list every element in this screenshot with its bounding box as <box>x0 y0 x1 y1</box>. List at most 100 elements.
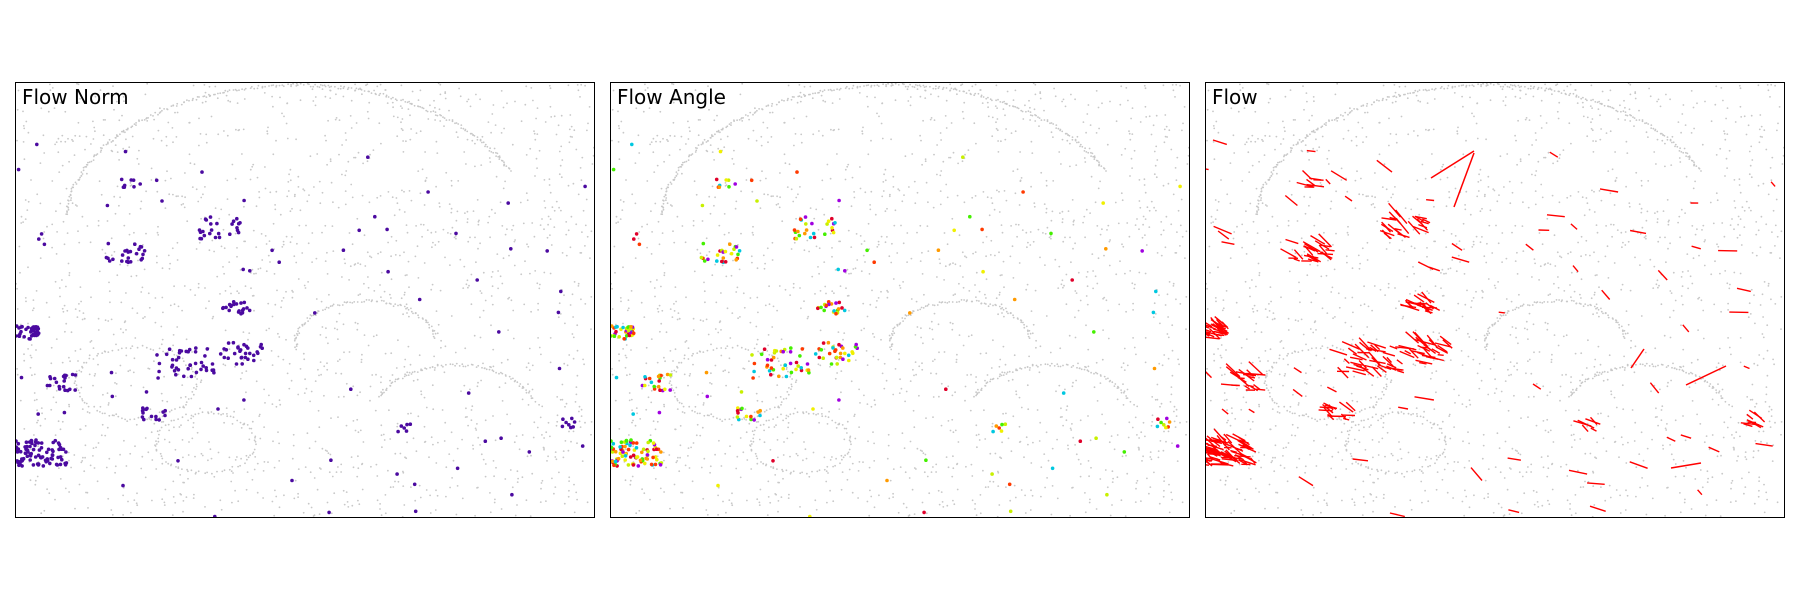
flow-point <box>821 341 826 345</box>
flow-point <box>735 415 740 419</box>
flow-vector <box>1629 229 1647 235</box>
flow-point <box>247 308 252 313</box>
flow-point <box>497 330 501 334</box>
flow-point <box>572 420 577 424</box>
flow-vector <box>1213 225 1232 235</box>
flow-point <box>792 228 797 232</box>
flow-vector <box>1549 151 1559 158</box>
flow-point <box>626 325 630 329</box>
flow-vector <box>1219 325 1227 333</box>
flow-point <box>238 221 242 225</box>
flow-point <box>120 259 124 263</box>
flow-point <box>31 447 36 452</box>
flow-point <box>140 415 145 419</box>
flow-point <box>824 303 829 308</box>
flow-vector <box>1293 249 1304 260</box>
flow-point <box>63 463 68 467</box>
flow-point <box>1094 436 1098 441</box>
flow-point <box>634 441 639 445</box>
flow-point <box>1092 330 1096 334</box>
flow-point <box>994 424 999 428</box>
flow-point <box>16 441 21 446</box>
flow-point <box>157 418 161 422</box>
flow-vector <box>1236 447 1244 452</box>
flow-point <box>37 237 41 241</box>
flow-point <box>35 142 39 147</box>
flow-vector <box>1310 235 1326 245</box>
flow-point <box>829 362 834 366</box>
flow-point <box>827 351 832 356</box>
flow-point <box>1078 439 1083 444</box>
flow-point <box>843 351 847 356</box>
flow-point <box>199 360 204 365</box>
flow-point <box>702 259 707 263</box>
flow-point <box>651 455 655 460</box>
flow-vector <box>1326 386 1337 393</box>
flow-point <box>658 388 662 393</box>
flow-point <box>46 447 51 452</box>
flow-point <box>728 242 732 246</box>
flow-vector <box>1302 241 1321 253</box>
flow-point <box>727 185 731 189</box>
flow-point <box>830 226 834 230</box>
flow-vector <box>1306 178 1316 186</box>
flow-point <box>759 352 764 357</box>
flow-point <box>656 384 661 389</box>
flow-point <box>157 369 161 374</box>
flow-point <box>614 375 619 380</box>
flow-point <box>230 222 234 226</box>
flow-point <box>239 301 243 305</box>
flow-point <box>39 232 44 236</box>
flow-vector <box>1572 265 1579 273</box>
flow-point <box>655 457 659 462</box>
flow-vector <box>1396 359 1403 365</box>
flow-point <box>64 450 68 454</box>
flow-vector <box>1238 439 1249 444</box>
flow-point <box>16 439 18 443</box>
flow-point <box>246 357 250 362</box>
flow-vector <box>1376 365 1387 373</box>
flow-point <box>251 353 256 358</box>
flow-point <box>167 347 172 352</box>
flow-point <box>704 370 709 375</box>
flow-vector <box>1426 199 1435 202</box>
flow-point <box>765 363 770 368</box>
flow-point <box>752 418 756 422</box>
flow-point <box>641 447 646 452</box>
flow-point <box>1152 366 1157 371</box>
flow-point <box>734 258 738 262</box>
flow-vector <box>1343 417 1350 421</box>
flow-point <box>236 230 241 235</box>
flow-point <box>27 337 31 341</box>
flow-point <box>1162 423 1166 427</box>
flow-point <box>242 300 247 305</box>
flow-point <box>119 177 124 182</box>
flow-point <box>341 248 346 252</box>
flow-vector <box>1352 353 1367 361</box>
flow-vector <box>1425 356 1439 360</box>
flow-point <box>56 455 60 460</box>
flow-point <box>624 334 629 338</box>
flow-point <box>634 232 639 236</box>
flow-vector <box>1412 331 1424 344</box>
flow-vector <box>1233 373 1250 388</box>
flow-point <box>227 308 231 313</box>
flow-point <box>851 351 855 356</box>
flow-vector <box>1508 509 1520 514</box>
flow-point <box>241 267 245 272</box>
flow-point <box>25 454 30 459</box>
flow-point <box>51 449 55 454</box>
flow-vector <box>1246 384 1254 388</box>
flow-point <box>735 409 740 413</box>
flow-vector <box>1213 428 1227 443</box>
flow-point <box>242 398 246 402</box>
flow-point <box>239 311 243 316</box>
flow-point <box>837 300 842 305</box>
flow-point <box>659 450 663 454</box>
flow-point <box>646 449 650 454</box>
flow-point <box>385 227 389 232</box>
flow-point <box>613 459 618 464</box>
background-points <box>16 83 594 517</box>
flow-point <box>59 447 64 452</box>
flow-point <box>783 363 788 368</box>
